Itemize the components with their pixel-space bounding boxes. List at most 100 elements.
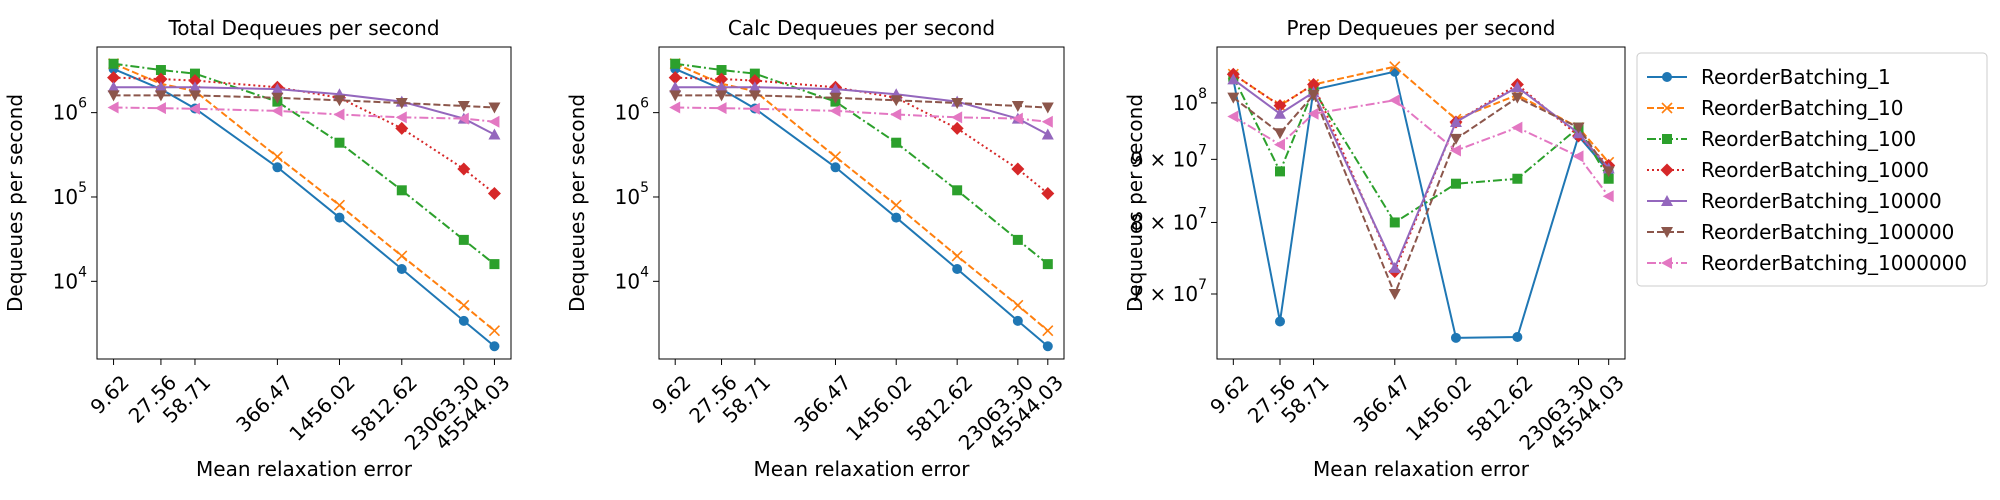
data-point	[1041, 128, 1054, 140]
data-point	[1449, 144, 1461, 157]
legend-label: ReorderBatching_1000000	[1701, 251, 1967, 275]
y-axis-label: Dequeues per second	[565, 94, 589, 312]
plot-frame	[96, 46, 512, 360]
data-point	[1602, 190, 1614, 203]
data-point	[396, 185, 407, 196]
y-tick-label: 108	[1173, 86, 1207, 115]
data-point	[748, 81, 761, 93]
data-point	[271, 151, 283, 163]
legend-item: ReorderBatching_1000000	[1647, 251, 1967, 275]
data-point	[1041, 115, 1053, 128]
data-point	[749, 68, 760, 79]
data-point	[1602, 166, 1615, 178]
data-point	[669, 81, 682, 93]
series-line	[113, 67, 496, 348]
data-point	[952, 264, 963, 275]
data-point	[1512, 173, 1523, 184]
data-point	[1307, 89, 1320, 101]
legend-label: ReorderBatching_10	[1701, 96, 1904, 120]
legend-item: ReorderBatching_10000	[1647, 189, 1942, 213]
data-point	[829, 104, 841, 117]
legend-marker	[1662, 134, 1672, 144]
series-line	[113, 94, 495, 109]
data-point	[1274, 107, 1287, 119]
data-point	[1389, 61, 1401, 73]
data-point	[668, 71, 682, 85]
data-point	[1389, 217, 1400, 228]
data-point	[271, 83, 284, 95]
legend-marker	[1661, 195, 1673, 206]
y-tick-label: 104	[615, 264, 649, 293]
series-line	[113, 86, 495, 136]
data-point	[488, 128, 501, 140]
panel-title: Total Dequeues per second	[167, 16, 439, 40]
data-point	[1512, 331, 1523, 342]
data-point	[188, 74, 202, 88]
y-axis-label: Dequeues per second	[1123, 94, 1147, 312]
series-ReorderBatching_1	[670, 63, 1053, 352]
data-point	[715, 81, 728, 93]
y-tick-label: 104	[53, 264, 87, 293]
data-point	[1572, 150, 1584, 163]
series-line	[1232, 76, 1610, 224]
data-point	[396, 264, 407, 275]
data-point	[458, 234, 469, 245]
series-line	[675, 62, 1049, 265]
legend-marker	[1661, 102, 1673, 114]
data-point	[154, 72, 168, 86]
data-point	[715, 102, 727, 115]
data-point	[396, 250, 408, 262]
data-point	[1307, 77, 1321, 91]
legend-item: ReorderBatching_1	[1647, 65, 1891, 89]
data-point	[1274, 128, 1287, 140]
data-point	[830, 162, 841, 173]
data-point	[489, 341, 500, 352]
data-point	[107, 71, 121, 85]
series-ReorderBatching_10	[1227, 61, 1615, 168]
x-axis-label: Mean relaxation error	[1313, 457, 1530, 481]
data-point	[1274, 138, 1286, 151]
data-point	[1012, 315, 1023, 326]
series-ReorderBatching_10000	[669, 81, 1054, 140]
data-point	[670, 58, 681, 69]
series-line	[1232, 99, 1610, 197]
series-ReorderBatching_100000	[107, 90, 501, 114]
data-point	[107, 81, 120, 93]
data-point	[1042, 259, 1053, 270]
data-point	[1511, 92, 1524, 104]
data-point	[829, 83, 842, 95]
data-point	[395, 98, 408, 110]
data-point	[107, 101, 119, 114]
series-line	[1232, 78, 1610, 271]
data-point	[1450, 332, 1461, 343]
data-point	[333, 108, 345, 121]
series-ReorderBatching_10	[107, 58, 501, 337]
data-point	[188, 81, 201, 93]
data-point	[1388, 261, 1401, 273]
y-tick-label: 105	[53, 180, 87, 209]
y-tick-label: 105	[615, 180, 649, 209]
data-point	[488, 102, 501, 114]
data-point	[334, 212, 345, 223]
data-point	[715, 72, 729, 86]
series-ReorderBatching_1000000	[669, 101, 1053, 128]
data-point	[488, 115, 500, 128]
legend-marker	[1662, 72, 1672, 82]
data-point	[1012, 234, 1023, 245]
data-point	[189, 68, 200, 79]
data-point	[107, 90, 120, 102]
data-point	[891, 212, 902, 223]
data-point	[1042, 341, 1053, 352]
plot-frame	[658, 46, 1065, 360]
series-line	[674, 62, 1049, 332]
data-point	[1275, 166, 1286, 177]
data-point	[1511, 121, 1523, 134]
series-ReorderBatching_100000	[1227, 89, 1615, 300]
y-axis-label: Dequeues per second	[3, 94, 27, 312]
data-point	[669, 101, 681, 114]
series-line	[674, 67, 1049, 348]
data-point	[890, 108, 902, 121]
y-tick-label: 7 × 107	[1130, 277, 1207, 306]
series-line	[1232, 93, 1610, 297]
data-point	[333, 199, 346, 211]
